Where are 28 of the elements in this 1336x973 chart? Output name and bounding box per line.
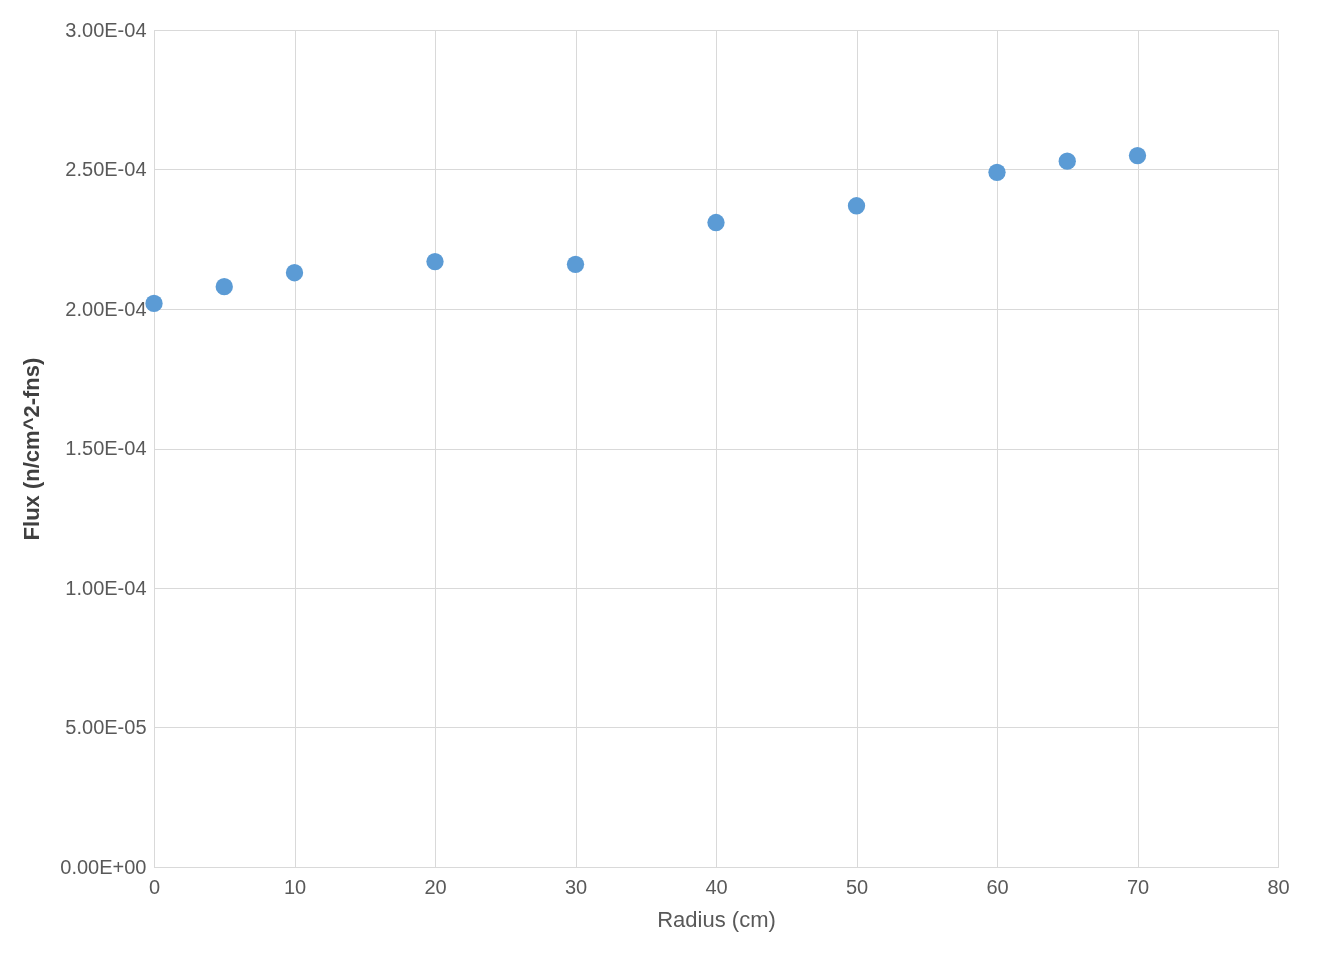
point <box>1128 146 1147 165</box>
x-tick-label: 80 <box>1267 875 1290 898</box>
y-tick-label: 2.00E-04 <box>65 297 147 320</box>
x-tick-label: 30 <box>564 875 588 898</box>
point <box>145 294 163 313</box>
y-tick-label: 2.50E-04 <box>65 158 147 180</box>
point <box>847 197 866 215</box>
y-tick-label: 5.00E-05 <box>65 716 147 738</box>
point <box>285 264 304 282</box>
x-tick-label: 0 <box>148 875 161 898</box>
x-tick-label: 60 <box>986 875 1009 898</box>
point <box>707 213 725 232</box>
x-tick-label: 50 <box>845 875 869 898</box>
x-tick-label: 10 <box>283 875 307 898</box>
x-tick-label: 40 <box>705 875 728 898</box>
point <box>426 252 444 271</box>
point <box>1058 152 1076 170</box>
y-tick-label: 1.00E-04 <box>65 576 147 599</box>
x-tick-label: 20 <box>424 875 447 898</box>
y-tick-label: 3.00E-04 <box>65 18 147 41</box>
x-tick-label: 70 <box>1126 875 1150 898</box>
y-tick-label: 0.00E+00 <box>60 855 147 878</box>
y-axis-title: Flux (n/cm^2-fns) <box>19 357 45 541</box>
point <box>988 163 1006 181</box>
y-tick-label: 1.50E-04 <box>65 437 147 459</box>
x-axis-title: Radius (cm) <box>657 906 776 932</box>
point <box>215 278 233 296</box>
point <box>566 255 585 273</box>
